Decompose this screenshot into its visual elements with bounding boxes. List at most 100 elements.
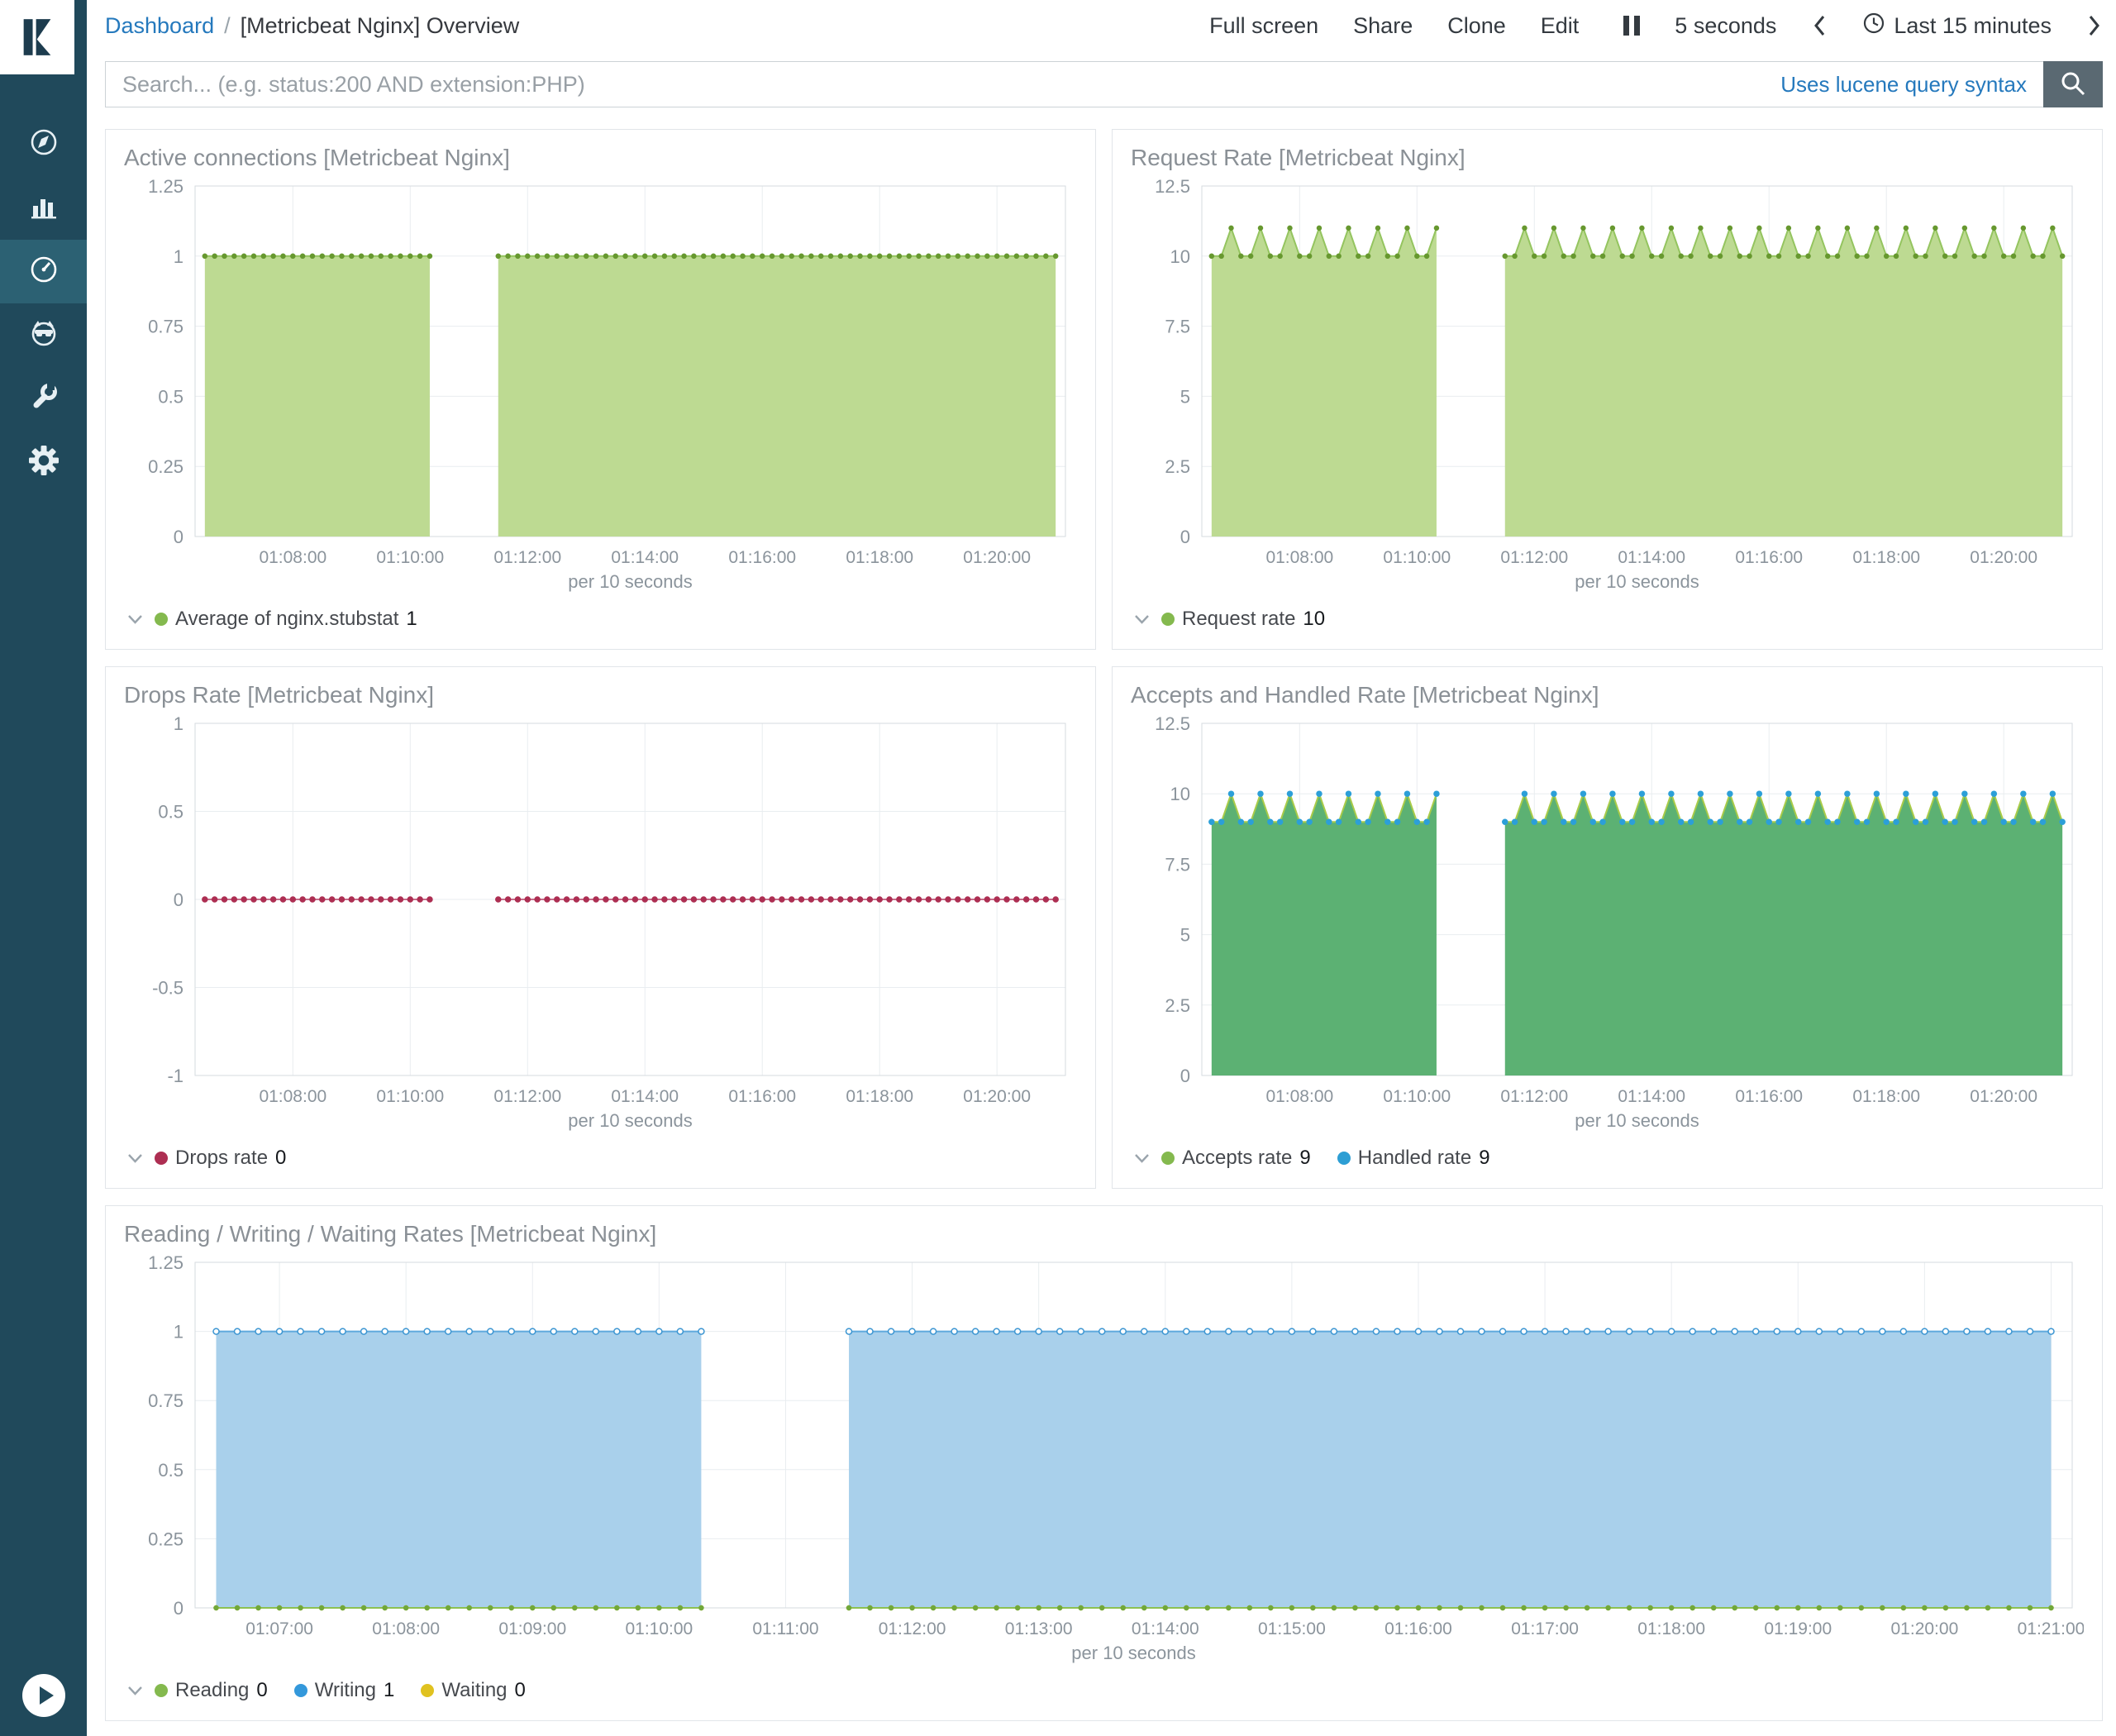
sidebar-item-timelion[interactable]: [0, 303, 87, 367]
play-circle-icon: [21, 1672, 67, 1723]
svg-text:0.25: 0.25: [148, 1529, 183, 1549]
chart-drops-rate[interactable]: -1 -0.5 0 0.5 1 01:08:00 01:10:00 01:12:00 01:14…: [124, 712, 1077, 1137]
svg-text:01:18:00: 01:18:00: [846, 548, 913, 567]
time-range-picker[interactable]: Last 15 minutes: [1862, 12, 2052, 41]
svg-text:0.75: 0.75: [148, 1390, 183, 1411]
chart-active-connections[interactable]: 0 0.25 0.5 0.75 1 1.25 01:08:00 01:10:00 01:12:0…: [124, 174, 1077, 598]
full-screen-button[interactable]: Full screen: [1209, 12, 1319, 38]
clone-button[interactable]: Clone: [1447, 12, 1506, 38]
legend-toggle-chevron-icon[interactable]: [127, 1686, 143, 1696]
legend-toggle-chevron-icon[interactable]: [1134, 1153, 1150, 1164]
gear-icon: [27, 444, 60, 481]
legend-item-reading[interactable]: Reading 0: [155, 1679, 268, 1702]
chart-reading-writing-waiting[interactable]: 0 0.25 0.5 0.75 1 1.25 01:07:00 01:08:00 01:09:0…: [124, 1251, 2085, 1669]
svg-text:1: 1: [174, 713, 183, 734]
kibana-logo[interactable]: [0, 0, 74, 74]
breadcrumb-dashboard-link[interactable]: Dashboard: [105, 12, 215, 38]
pause-refresh-button[interactable]: [1623, 16, 1641, 36]
time-back-button[interactable]: [1813, 14, 1826, 37]
svg-text:01:13:00: 01:13:00: [1005, 1619, 1073, 1638]
svg-text:01:14:00: 01:14:00: [1618, 548, 1685, 567]
search-button[interactable]: [2043, 61, 2103, 107]
chart-canvas[interactable]: -1 -0.5 0 0.5 1 01:08:00 01:10:00 01:12:00 01:14…: [124, 712, 1077, 1137]
chart-canvas[interactable]: 0 0.25 0.5 0.75 1 1.25 01:07:00 01:08:00 01:09:0…: [124, 1251, 2085, 1669]
legend-item-waiting[interactable]: Waiting 0: [421, 1679, 526, 1702]
legend-series-value: 10: [1303, 608, 1326, 630]
legend-series-dot: [155, 1152, 168, 1165]
chart-canvas[interactable]: 0 2.5 5 7.5 10 12.5 01:08:00 01:10:00 01:12:00 01…: [1131, 712, 2084, 1137]
sidebar-item-dashboard[interactable]: [0, 240, 87, 303]
svg-text:5: 5: [1180, 925, 1190, 946]
panel-reading-writing-waiting: Reading / Writing / Waiting Rates [Metri…: [105, 1205, 2103, 1721]
chart-accepts-handled-rate[interactable]: 0 2.5 5 7.5 10 12.5 01:08:00 01:10:00 01:12:00 01…: [1131, 712, 2084, 1137]
svg-text:01:10:00: 01:10:00: [1383, 548, 1451, 567]
top-navbar: Dashboard / [Metricbeat Nginx] Overview …: [87, 0, 2116, 51]
legend-item-writing[interactable]: Writing 1: [293, 1679, 394, 1702]
sidebar-item-management[interactable]: [0, 431, 87, 494]
svg-text:1.25: 1.25: [148, 1252, 183, 1273]
legend-item-request-rate[interactable]: Request rate 10: [1161, 608, 1325, 631]
panel-title: Reading / Writing / Waiting Rates [Metri…: [124, 1221, 657, 1247]
wrench-icon: [27, 380, 60, 417]
clock-icon: [1862, 12, 1885, 41]
legend-series-dot: [421, 1684, 435, 1697]
time-forward-button[interactable]: [2088, 14, 2101, 37]
legend-series-value: 1: [406, 608, 417, 630]
svg-text:01:10:00: 01:10:00: [376, 548, 444, 567]
legend-series-label: Waiting: [441, 1679, 508, 1701]
edit-button[interactable]: Edit: [1540, 12, 1580, 38]
lucene-syntax-link[interactable]: Uses lucene query syntax: [1780, 71, 2027, 97]
svg-text:01:19:00: 01:19:00: [1764, 1619, 1832, 1638]
svg-text:01:18:00: 01:18:00: [1852, 1087, 1920, 1106]
svg-text:01:20:00: 01:20:00: [1891, 1619, 1959, 1638]
sidebar-item-visualize[interactable]: [0, 176, 87, 240]
chart-canvas[interactable]: 0 2.5 5 7.5 10 12.5 01:08:00 01:10:00 01:12:00 01…: [1131, 174, 2084, 598]
svg-text:0: 0: [174, 527, 183, 547]
chart-request-rate[interactable]: 0 2.5 5 7.5 10 12.5 01:08:00 01:10:00 01:12:00 01…: [1131, 174, 2084, 598]
svg-text:0: 0: [1180, 1066, 1190, 1086]
svg-text:01:21:00: 01:21:00: [2018, 1619, 2084, 1638]
sidebar-collapse-button[interactable]: [20, 1673, 68, 1721]
legend-item-average-of-nginx-stubstat[interactable]: Average of nginx.stubstat 1: [155, 608, 417, 631]
legend-item-handled-rate[interactable]: Handled rate 9: [1337, 1147, 1490, 1170]
panel-title: Request Rate [Metricbeat Nginx]: [1131, 145, 1465, 170]
panel-accepts-handled-rate: Accepts and Handled Rate [Metricbeat Ngi…: [1112, 666, 2103, 1189]
svg-text:01:08:00: 01:08:00: [372, 1619, 440, 1638]
refresh-interval-button[interactable]: 5 seconds: [1675, 12, 1777, 38]
legend-series-label: Drops rate: [175, 1147, 269, 1169]
search-input[interactable]: [122, 71, 1765, 98]
svg-text:per 10 seconds: per 10 seconds: [568, 1110, 692, 1131]
chart-canvas[interactable]: 0 0.25 0.5 0.75 1 1.25 01:08:00 01:10:00 01:12:0…: [124, 174, 1077, 598]
svg-text:01:12:00: 01:12:00: [493, 1087, 561, 1106]
svg-text:12.5: 12.5: [1155, 176, 1190, 197]
svg-text:5: 5: [1180, 386, 1190, 407]
legend-toggle-chevron-icon[interactable]: [127, 1153, 143, 1164]
svg-text:01:10:00: 01:10:00: [625, 1619, 693, 1638]
sidebar-item-dev-tools[interactable]: [0, 367, 87, 431]
legend-series-dot: [1337, 1152, 1351, 1165]
svg-text:0: 0: [1180, 527, 1190, 547]
svg-text:0.5: 0.5: [158, 1460, 183, 1481]
legend-item-drops-rate[interactable]: Drops rate 0: [155, 1147, 286, 1170]
share-button[interactable]: Share: [1353, 12, 1413, 38]
legend-item-accepts-rate[interactable]: Accepts rate 9: [1161, 1147, 1311, 1170]
svg-text:0.5: 0.5: [158, 802, 183, 823]
search-bar: Uses lucene query syntax: [105, 61, 2103, 107]
legend-request-rate: Request rate 10: [1131, 598, 2084, 641]
sidebar-item-discover[interactable]: [0, 112, 87, 176]
breadcrumb-current-page: [Metricbeat Nginx] Overview: [240, 12, 520, 38]
svg-text:1: 1: [174, 1322, 183, 1343]
legend-toggle-chevron-icon[interactable]: [1134, 614, 1150, 625]
svg-text:01:08:00: 01:08:00: [259, 548, 326, 567]
legend-toggle-chevron-icon[interactable]: [127, 614, 143, 625]
svg-text:01:16:00: 01:16:00: [728, 1087, 796, 1106]
compass-icon: [27, 126, 60, 163]
svg-text:01:18:00: 01:18:00: [846, 1087, 913, 1106]
svg-text:-0.5: -0.5: [152, 978, 183, 999]
svg-text:01:12:00: 01:12:00: [1500, 548, 1568, 567]
legend-series-dot: [1161, 1152, 1175, 1165]
legend-series-label: Handled rate: [1357, 1147, 1472, 1169]
svg-text:per 10 seconds: per 10 seconds: [568, 571, 692, 592]
svg-text:7.5: 7.5: [1165, 317, 1190, 337]
